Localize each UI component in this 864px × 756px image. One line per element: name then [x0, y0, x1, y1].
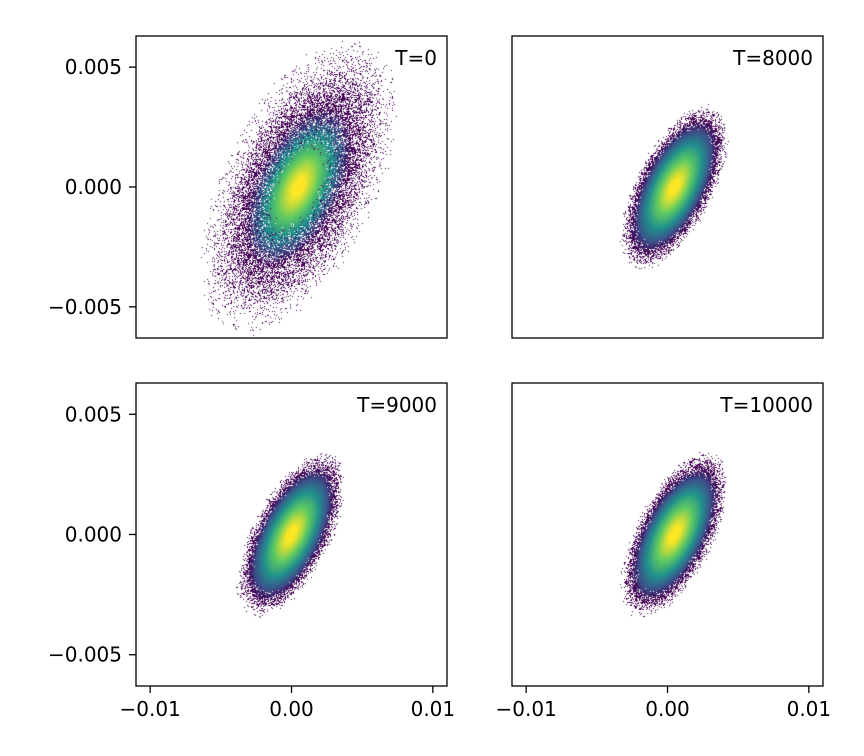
x-tick-label: 0.00 [269, 697, 314, 721]
y-tick-label: −0.005 [48, 643, 122, 667]
x-tick-label: 0.01 [411, 697, 456, 721]
y-tick-label: −0.005 [48, 295, 122, 319]
x-tick-label: 0.01 [787, 697, 832, 721]
y-tick-label: 0.005 [65, 55, 122, 79]
y-tick-label: 0.000 [65, 523, 122, 547]
density-plot [136, 36, 447, 338]
panel-title: T=0 [394, 46, 437, 70]
density-plot [136, 383, 447, 686]
x-tick-label: −0.01 [495, 697, 556, 721]
panel-title: T=8000 [732, 46, 813, 70]
panel-title: T=9000 [356, 393, 437, 417]
panel-3: T=10000 −0.01 0.00 0.01 [495, 383, 831, 721]
x-tick-label: −0.01 [119, 697, 180, 721]
y-tick-label: 0.000 [65, 175, 122, 199]
panel-title: T=10000 [719, 393, 813, 417]
y-tick-label: 0.005 [65, 402, 122, 426]
density-plot [512, 36, 823, 338]
panel-0: T=0 −0.005 0.000 0.005 [48, 36, 447, 338]
x-tick-label: 0.00 [645, 697, 690, 721]
density-plot [512, 383, 823, 686]
panel-2: T=9000 −0.005 0.000 0.005 −0.01 0.00 0.01 [48, 383, 455, 721]
panel-1: T=8000 [512, 36, 823, 338]
